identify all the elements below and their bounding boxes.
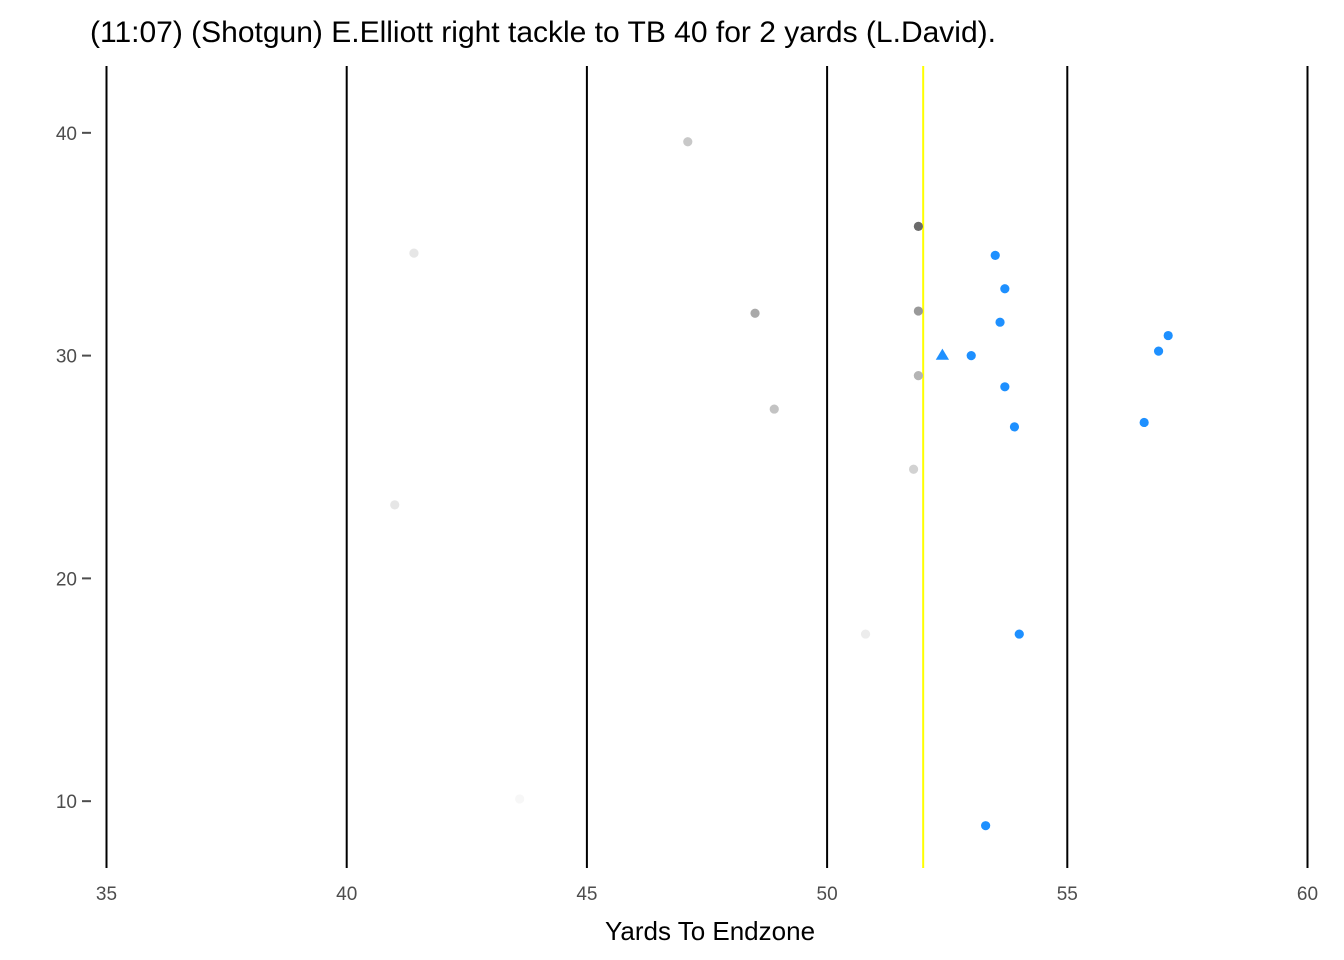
x-tick-label-55: 55 xyxy=(1057,884,1078,905)
y-tick-label-40: 40 xyxy=(56,124,77,145)
x-tick-label-35: 35 xyxy=(96,884,117,905)
player-point-2-9 xyxy=(860,629,871,639)
player-point-0-1 xyxy=(1000,284,1010,294)
player-point-0-4 xyxy=(1000,382,1010,392)
player-point-0-3 xyxy=(966,351,976,361)
x-axis-label: Yards To Endzone xyxy=(605,916,815,946)
x-tick-label-60: 60 xyxy=(1297,884,1318,905)
x-tick-label-40: 40 xyxy=(336,884,357,905)
chart-title: (11:07) (Shotgun) E.Elliott right tackle… xyxy=(90,16,996,49)
player-point-2-8 xyxy=(390,500,400,510)
player-point-0-5 xyxy=(1009,422,1020,432)
x-axis: 35 40 45 50 55 60 xyxy=(96,884,1318,905)
player-point-2-3 xyxy=(750,308,760,318)
player-point-2-6 xyxy=(769,404,779,414)
player-point-2-0 xyxy=(683,137,693,147)
x-tick-label-50: 50 xyxy=(817,884,838,905)
player-point-0-2 xyxy=(995,317,1005,327)
y-tick-label-20: 20 xyxy=(56,569,77,590)
player-point-2-4 xyxy=(913,306,923,316)
player-point-0-0 xyxy=(990,250,1000,260)
player-point-2-7 xyxy=(908,464,919,474)
y-axis: 10 20 30 40 xyxy=(56,124,91,813)
player-point-2-2 xyxy=(409,248,419,258)
x-tick-label-45: 45 xyxy=(576,884,597,905)
vertical-gridlines xyxy=(105,66,1309,868)
player-point-0-7 xyxy=(1153,346,1164,356)
y-tick-label-10: 10 xyxy=(56,792,77,813)
ball-carrier-marker xyxy=(935,348,950,360)
player-point-0-6 xyxy=(1139,417,1149,428)
player-point-0-8 xyxy=(1163,330,1173,341)
player-point-2-1 xyxy=(913,221,923,231)
player-points xyxy=(390,137,1173,831)
y-tick-label-30: 30 xyxy=(56,347,77,368)
player-point-2-5 xyxy=(913,371,923,381)
player-point-2-10 xyxy=(515,794,525,804)
player-point-0-10 xyxy=(981,821,991,831)
player-point-0-9 xyxy=(1014,629,1024,639)
